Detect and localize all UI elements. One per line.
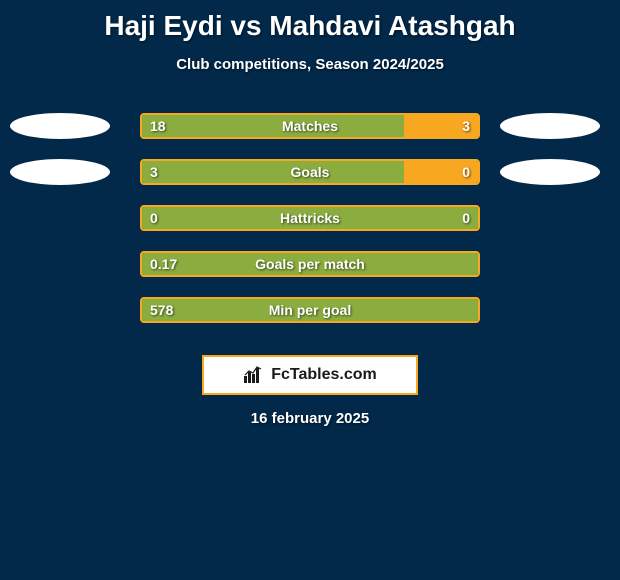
stat-value-left: 0 [150, 205, 158, 231]
page-title: Haji Eydi vs Mahdavi Atashgah [0, 0, 620, 42]
stat-label: Hattricks [142, 207, 478, 229]
stat-row: Min per goal578 [0, 287, 620, 333]
barchart-icon [243, 366, 265, 384]
stat-value-left: 3 [150, 159, 158, 185]
stat-value-left: 18 [150, 113, 166, 139]
stat-row: Goals3 0 [0, 149, 620, 195]
stat-label: Goals per match [142, 253, 478, 275]
stat-row: Matches18 3 [0, 103, 620, 149]
logo-text: FcTables.com [271, 366, 377, 384]
stat-value-right: 0 [462, 205, 470, 231]
stat-rows: Matches183Goals30Hattricks00Goals per ma… [0, 103, 620, 333]
subtitle: Club competitions, Season 2024/2025 [0, 56, 620, 73]
stat-value-left: 578 [150, 297, 173, 323]
comparison-infographic: Haji Eydi vs Mahdavi Atashgah Club compe… [0, 0, 620, 580]
stat-bar: Goals [140, 159, 480, 185]
stat-label: Matches [142, 115, 478, 137]
stat-bar: Min per goal [140, 297, 480, 323]
stat-label: Goals [142, 161, 478, 183]
stat-value-right: 3 [462, 113, 470, 139]
team-right-marker [500, 159, 600, 185]
logo-box: FcTables.com [202, 355, 418, 395]
stat-bar: Matches [140, 113, 480, 139]
team-left-marker [10, 159, 110, 185]
date-text: 16 february 2025 [0, 410, 620, 427]
stat-value-right: 0 [462, 159, 470, 185]
stat-bar: Goals per match [140, 251, 480, 277]
team-left-marker [10, 113, 110, 139]
stat-value-left: 0.17 [150, 251, 177, 277]
stat-row: Hattricks0 0 [0, 195, 620, 241]
team-right-marker [500, 113, 600, 139]
stat-row: Goals per match0.17 [0, 241, 620, 287]
stat-label: Min per goal [142, 299, 478, 321]
stat-bar: Hattricks [140, 205, 480, 231]
